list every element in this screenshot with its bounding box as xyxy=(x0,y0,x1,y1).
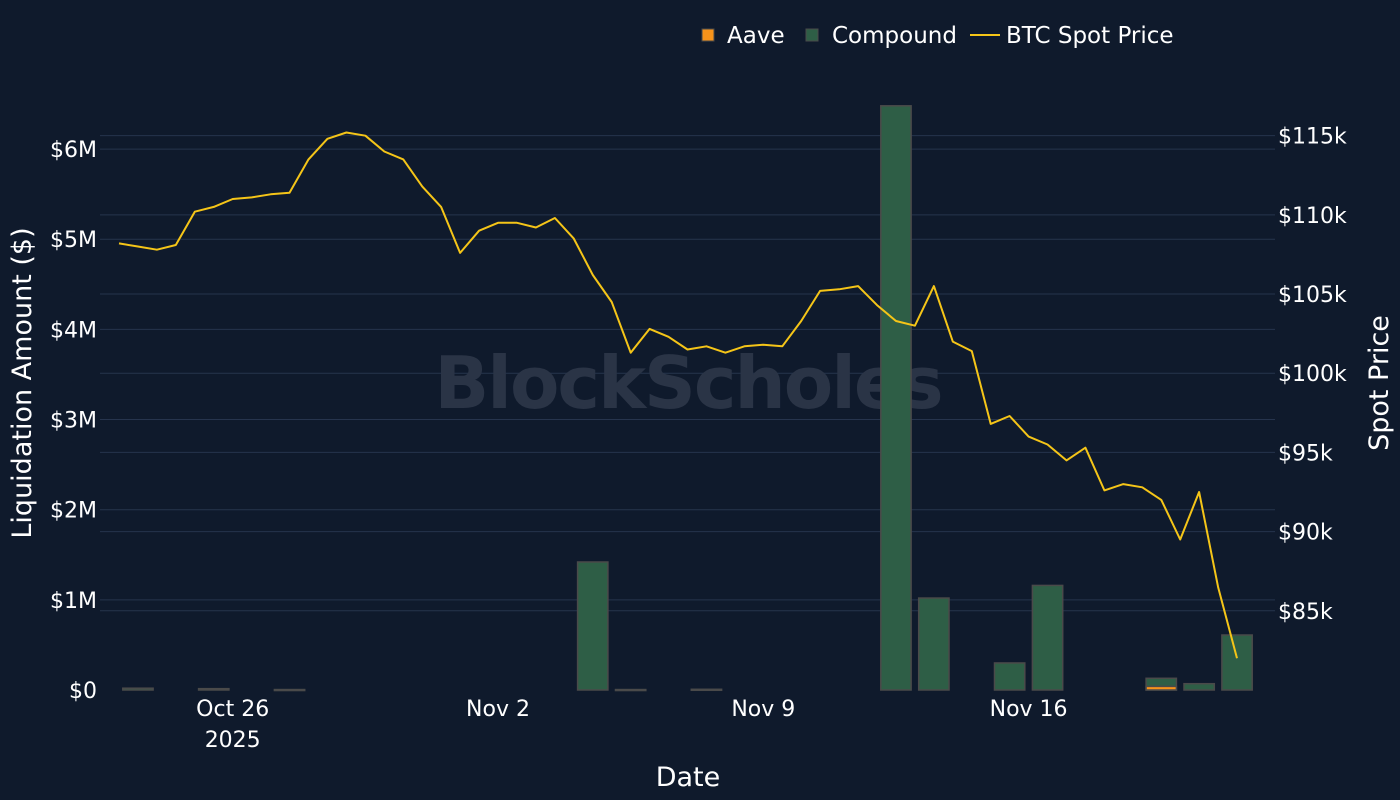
x-axis-title: Date xyxy=(656,762,721,793)
legend-swatch-compound xyxy=(805,28,819,42)
left-tick-label: $4M xyxy=(50,318,97,343)
bar-compound xyxy=(880,105,912,691)
right-axis-title: Spot Price xyxy=(1364,315,1395,451)
bar-compound xyxy=(690,688,723,692)
x-tick-label: Oct 26 2025 xyxy=(196,697,269,753)
left-tick-label: $1M xyxy=(50,589,97,614)
btc-spot-price-line xyxy=(118,131,1238,659)
legend-label-compound: Compound xyxy=(832,23,957,49)
bar-compound xyxy=(122,687,154,691)
bar-compound xyxy=(993,662,1026,691)
x-tick-line: Oct 26 xyxy=(196,697,269,722)
left-tick-label: $2M xyxy=(50,499,97,524)
x-tick-label: Nov 2 xyxy=(466,697,530,722)
right-tick-label: $105k xyxy=(1278,283,1347,308)
x-tick-line: Nov 9 xyxy=(731,697,795,722)
bar-compound xyxy=(197,687,230,691)
bar-compound xyxy=(1221,634,1253,691)
bar-compound xyxy=(614,688,647,692)
left-tick-label: $3M xyxy=(50,409,97,434)
bar-aave xyxy=(1145,685,1178,691)
right-tick-label: $110k xyxy=(1278,204,1347,229)
x-tick-label: Nov 9 xyxy=(731,697,795,722)
right-tick-label: $95k xyxy=(1278,441,1333,466)
x-axis: Oct 26 2025 Nov 2 Nov 9 Nov 16 xyxy=(196,697,1067,753)
left-tick-label: $5M xyxy=(50,228,97,253)
bar-compound xyxy=(1183,682,1216,691)
left-axis: $0 $1M $2M $3M $4M $5M $6M xyxy=(50,138,97,704)
bar-compound xyxy=(576,561,609,691)
x-tick-line: Nov 16 xyxy=(990,697,1068,722)
legend-label-aave: Aave xyxy=(727,23,785,49)
bar-compound xyxy=(1031,584,1064,691)
x-tick-line: Nov 2 xyxy=(466,697,530,722)
gridlines xyxy=(100,135,1275,612)
legend-swatch-aave xyxy=(701,28,715,42)
right-tick-label: $90k xyxy=(1278,521,1333,546)
right-axis: $85k $90k $95k $100k $105k $110k $115k xyxy=(1278,125,1347,625)
bar-compound xyxy=(917,597,950,691)
btc-price-line xyxy=(118,131,1238,659)
left-tick-label: $0 xyxy=(69,679,97,704)
legend-label-btc: BTC Spot Price xyxy=(1006,23,1174,49)
x-tick-line: 2025 xyxy=(205,728,261,753)
bar-compound xyxy=(273,688,306,692)
left-tick-label: $6M xyxy=(50,138,97,163)
right-tick-label: $85k xyxy=(1278,600,1333,625)
left-axis-title: Liquidation Amount ($) xyxy=(7,227,38,538)
watermark: BlockScholes xyxy=(434,341,941,425)
right-tick-label: $100k xyxy=(1278,362,1347,387)
x-tick-label: Nov 16 xyxy=(990,697,1068,722)
right-tick-label: $115k xyxy=(1278,125,1347,150)
bar-series xyxy=(122,105,1253,692)
legend[interactable]: Aave Compound BTC Spot Price xyxy=(701,23,1174,49)
